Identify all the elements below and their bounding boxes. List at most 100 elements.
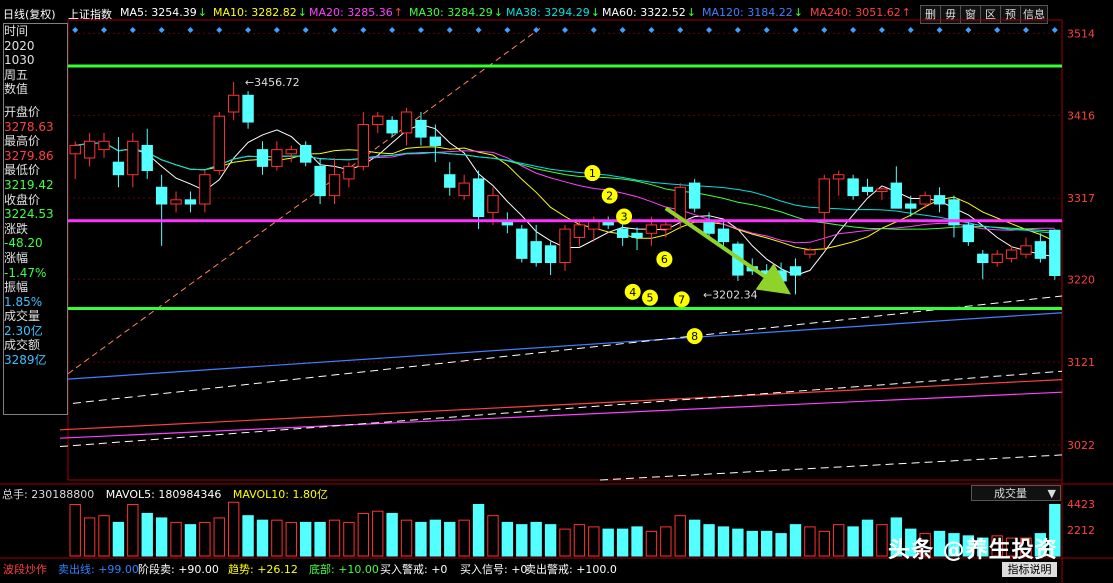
volume-bar [905,528,917,557]
candle-body [213,115,225,172]
arrow-up-icon: ↑ [393,6,403,19]
volume-bar [861,519,874,557]
marker-label: 6 [661,253,668,266]
wave-marker: 2 [601,187,618,204]
candle [544,241,557,276]
volume-bar [184,524,197,557]
candle-body [170,199,182,205]
candle-body [890,182,903,209]
volume-indicator-select[interactable]: 成交量 ▼ [971,485,1061,501]
ma10-line [75,142,1056,251]
candle [775,262,787,284]
candle-body [818,178,830,213]
candle-body [83,140,96,159]
wave-marker: 5 [641,289,658,306]
volume-bar [559,528,571,557]
volume-bar [271,519,283,557]
y-tick-label: 3022 [1067,439,1095,452]
arrow-down-icon: ↓ [686,6,696,19]
volume-total: 总手: 230188800 [2,488,95,501]
change-value: -48.20 [4,236,43,251]
candle-body [991,253,1003,264]
signal-diamond [101,27,108,33]
marker-circle [624,283,641,300]
indicator-bar: 波段炒作 卖出线: +99.00 阶段卖: +90.00 趋势: +26.12 底部: … [0,560,1113,583]
marker-circle [584,165,601,182]
volume-bar [444,521,456,557]
signal-diamond [1051,27,1058,33]
volume-bar [429,519,442,557]
signal-diamond [619,27,626,33]
candle [271,141,283,171]
volume-bar [69,503,81,557]
candle-body [789,266,802,276]
candle [660,220,672,238]
signal-diamond [360,27,367,33]
volume-bar [300,521,312,557]
volume-bar [458,519,470,557]
candle-body [530,241,542,264]
candle-body [415,119,427,138]
candle [573,220,586,246]
indicator-help-button[interactable]: 指标说明 [1002,562,1057,577]
candle [1020,237,1032,259]
candle-body [833,174,845,180]
volume-bar [314,521,326,557]
signal-diamond [389,27,396,33]
indicator-value: 买入信号: +0 [460,563,528,576]
volume-bar [199,521,211,557]
volume-bar [890,517,903,557]
candle [343,162,355,188]
ma-label: MA30: 3284.29 [409,6,493,19]
volume-bar [948,533,960,557]
candle-body [516,228,528,259]
signal-diamond [273,27,280,33]
candle-body [977,253,989,264]
candle-body [919,195,931,205]
indicator-value: 卖出警戒: +100.0 [525,563,617,576]
candle-body [127,140,139,176]
candle [429,124,442,163]
volume-bar [285,521,297,557]
signal-diamond [590,27,597,33]
volume-bar [991,535,1003,557]
signal-diamond [1022,27,1029,33]
volume-bar [573,524,586,557]
y-tick-label: 3317 [1067,192,1095,205]
indicator-value: 底部: +10.00 [309,563,379,576]
candle-body [559,228,571,264]
arrow-down-icon: ↓ [590,6,600,19]
candle [977,250,989,280]
marker-circle [673,291,690,308]
candle-body [487,195,499,213]
volume-bar [688,519,701,557]
volume-bar [818,530,830,557]
signal-diamond [72,27,79,33]
candle-body [328,174,341,197]
candle [357,112,370,171]
candle [372,112,384,133]
signal-diamond [129,27,136,33]
vol-value: 2.30亿 [4,323,43,338]
candle [890,166,903,209]
candle-body [343,165,355,180]
signal-diamond [216,27,223,33]
wave-marker: 8 [686,328,703,345]
arrow-down-icon: ↓ [297,6,307,19]
long-ma-line [59,391,1063,439]
candle [1034,233,1047,263]
volume-tick-label: 2212 [1067,524,1095,537]
open-label: 开盘价 [4,104,41,119]
signal-diamond [533,27,540,33]
volume-bar [501,521,514,557]
ma-label: MA120: 3184.22 [702,6,793,19]
signal-diamond [475,27,482,33]
toolbar-button[interactable]: 信息 [1020,5,1048,24]
candle [285,145,297,163]
volume-bar [789,524,802,557]
price-label: ←3456.72 [245,76,300,89]
volume-bar [516,524,528,557]
candle [991,250,1003,267]
candle [400,107,413,146]
candle [861,178,874,196]
